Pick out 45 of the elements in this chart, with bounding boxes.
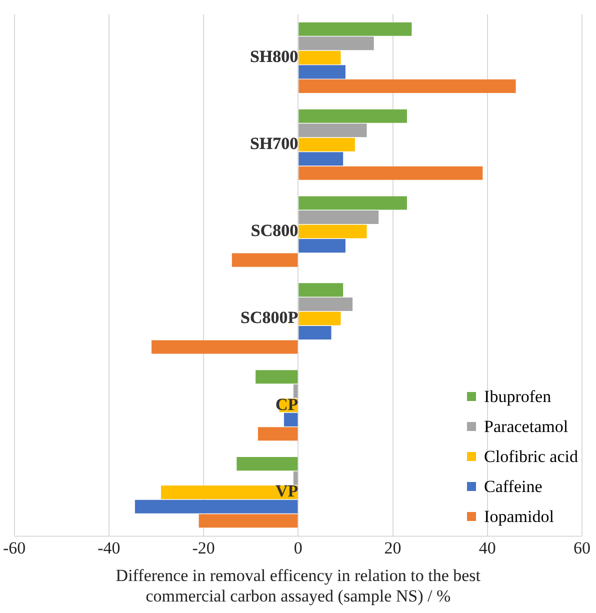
bar xyxy=(258,427,298,441)
x-tick-label: -60 xyxy=(2,538,26,558)
bar xyxy=(232,253,298,267)
bar xyxy=(256,370,298,384)
legend-label: Paracetamol xyxy=(484,416,568,438)
x-tick-label: -40 xyxy=(98,538,120,558)
bar xyxy=(298,124,367,138)
bar xyxy=(298,224,367,238)
x-axis-title: Difference in removal efficency in relation to the best commercial carbon assayed (sample NS) / % xyxy=(116,566,481,606)
bar xyxy=(293,471,298,485)
bar xyxy=(298,283,344,297)
legend-label: Caffeine xyxy=(484,476,542,498)
bar xyxy=(236,457,298,471)
x-tick-label: 40 xyxy=(478,538,496,558)
bar xyxy=(298,152,344,166)
bar xyxy=(284,412,298,426)
y-tick-label: SC800 xyxy=(250,220,298,240)
bar xyxy=(298,36,374,50)
legend-label: Clofibric acid xyxy=(484,446,578,468)
bar xyxy=(293,384,298,398)
bar xyxy=(198,514,298,528)
legend-label: Iopamidol xyxy=(484,506,554,528)
y-tick-label: SH800 xyxy=(250,47,298,66)
bar xyxy=(298,239,346,253)
bar xyxy=(298,22,412,36)
bar xyxy=(298,312,341,326)
bar xyxy=(298,109,407,123)
bar xyxy=(298,79,516,93)
bar xyxy=(298,297,353,311)
y-tick-label: SC800P xyxy=(240,308,298,327)
bar xyxy=(152,340,298,354)
bar xyxy=(298,50,341,64)
bar xyxy=(298,196,407,210)
y-tick-label: SH700 xyxy=(250,134,298,153)
bar xyxy=(298,138,355,152)
bar xyxy=(298,65,346,79)
legend-label: Ibuprofen xyxy=(484,386,552,408)
bar xyxy=(298,326,332,340)
bar xyxy=(134,500,298,514)
bar xyxy=(298,210,379,224)
x-tick-label: 0 xyxy=(294,538,302,558)
bar xyxy=(298,166,483,180)
x-tick-label: 60 xyxy=(574,538,590,558)
x-tick-label: -20 xyxy=(192,538,215,558)
x-tick-label: 20 xyxy=(384,538,402,558)
